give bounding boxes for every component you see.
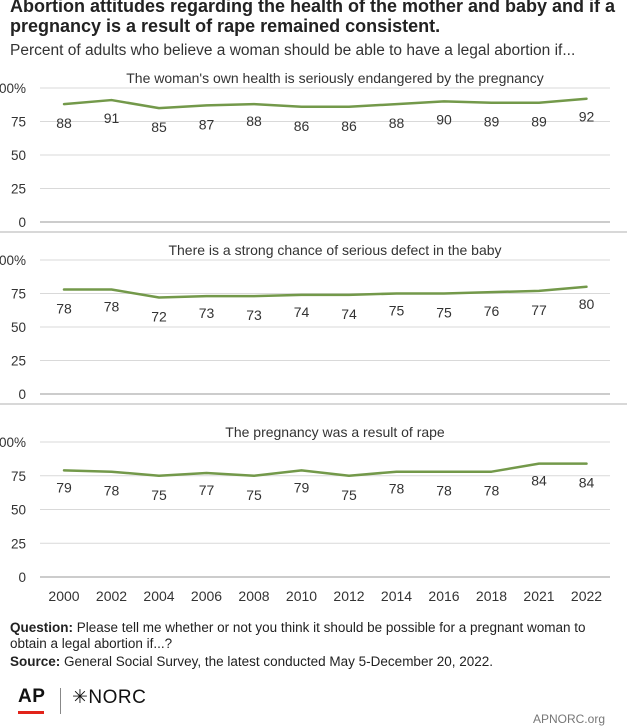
site-url: APNORC.org — [532, 712, 605, 726]
data-label: 91 — [104, 110, 120, 126]
source-text: General Social Survey, the latest conduc… — [60, 654, 493, 669]
x-tick-label: 2018 — [476, 588, 507, 604]
series-line — [62, 285, 588, 299]
data-label: 88 — [389, 115, 405, 131]
data-label: 84 — [531, 473, 547, 489]
y-tick-label: 50 — [11, 148, 26, 163]
x-tick-label: 2008 — [238, 588, 269, 604]
data-label: 77 — [199, 482, 215, 498]
data-label: 88 — [56, 115, 72, 131]
series-line — [62, 97, 588, 110]
source-note: Source: General Social Survey, the lates… — [10, 654, 615, 670]
y-tick-label: 100% — [0, 435, 26, 450]
x-tick-label: 2006 — [191, 588, 222, 604]
question-label: Question: — [10, 620, 73, 635]
data-label: 75 — [151, 487, 167, 503]
x-tick-label: 2022 — [571, 588, 602, 604]
y-tick-label: 75 — [11, 469, 26, 484]
data-label: 77 — [531, 302, 547, 318]
x-tick-label: 2004 — [143, 588, 174, 604]
question-note: Question: Please tell me whether or not … — [10, 620, 615, 652]
panel-title: The pregnancy was a result of rape — [225, 424, 445, 440]
data-label: 89 — [531, 114, 547, 130]
ap-logo-underline — [18, 711, 44, 714]
source-label: Source: — [10, 654, 61, 669]
line-charts: 0 25 50 75 100% The woman's own health is ser… — [0, 70, 627, 604]
data-label: 90 — [436, 111, 452, 127]
x-tick-label: 2002 — [96, 588, 127, 604]
x-tick-label: 2000 — [48, 588, 79, 604]
panel-title: There is a strong chance of serious defe… — [168, 242, 501, 258]
data-label: 86 — [341, 118, 357, 134]
data-label: 75 — [246, 487, 262, 503]
data-label: 89 — [484, 114, 500, 130]
y-tick-label: 0 — [18, 570, 26, 585]
data-label: 80 — [579, 296, 595, 312]
x-tick-label: 2012 — [333, 588, 364, 604]
data-label: 74 — [341, 306, 357, 322]
x-tick-label: 2014 — [381, 588, 412, 604]
y-tick-label: 25 — [11, 182, 26, 197]
question-text: Please tell me whether or not you think … — [10, 620, 586, 651]
y-tick-label: 50 — [11, 503, 26, 518]
panel-title: The woman's own health is seriously enda… — [126, 70, 543, 86]
data-label: 79 — [56, 479, 72, 495]
data-label: 78 — [389, 481, 405, 497]
data-label: 78 — [436, 483, 452, 499]
data-label: 79 — [294, 479, 310, 495]
x-tick-label: 2010 — [286, 588, 317, 604]
series-line — [62, 462, 588, 477]
data-label: 73 — [246, 307, 262, 323]
x-tick-label: 2016 — [428, 588, 459, 604]
data-label: 84 — [579, 475, 595, 491]
data-label: 72 — [151, 309, 167, 325]
data-label: 74 — [294, 304, 310, 320]
data-label: 73 — [199, 305, 215, 321]
x-tick-label: 2021 — [523, 588, 554, 604]
y-tick-label: 75 — [11, 287, 26, 302]
data-label: 86 — [294, 118, 310, 134]
data-label: 92 — [579, 109, 595, 125]
page-title: Abortion attitudes regarding the health … — [10, 0, 616, 36]
logo-divider — [60, 688, 61, 714]
data-label: 78 — [56, 300, 72, 316]
norc-logo: ✳NORC — [72, 687, 147, 708]
y-tick-label: 100% — [0, 81, 26, 96]
data-label: 76 — [484, 303, 500, 319]
data-label: 78 — [104, 298, 120, 314]
y-tick-label: 25 — [11, 536, 26, 551]
data-label: 88 — [246, 113, 262, 129]
ap-logo: AP — [18, 686, 46, 707]
y-tick-label: 0 — [18, 215, 26, 230]
data-label: 87 — [199, 116, 215, 132]
y-tick-label: 25 — [11, 354, 26, 369]
y-tick-label: 75 — [11, 115, 26, 130]
y-tick-label: 100% — [0, 253, 26, 268]
data-label: 78 — [484, 483, 500, 499]
data-label: 75 — [341, 487, 357, 503]
data-label: 75 — [389, 303, 405, 319]
data-label: 85 — [151, 119, 167, 135]
data-label: 78 — [104, 483, 120, 499]
y-tick-label: 0 — [18, 387, 26, 402]
page-subtitle: Percent of adults who believe a woman sh… — [10, 42, 576, 59]
y-tick-label: 50 — [11, 320, 26, 335]
data-label: 75 — [436, 305, 452, 321]
